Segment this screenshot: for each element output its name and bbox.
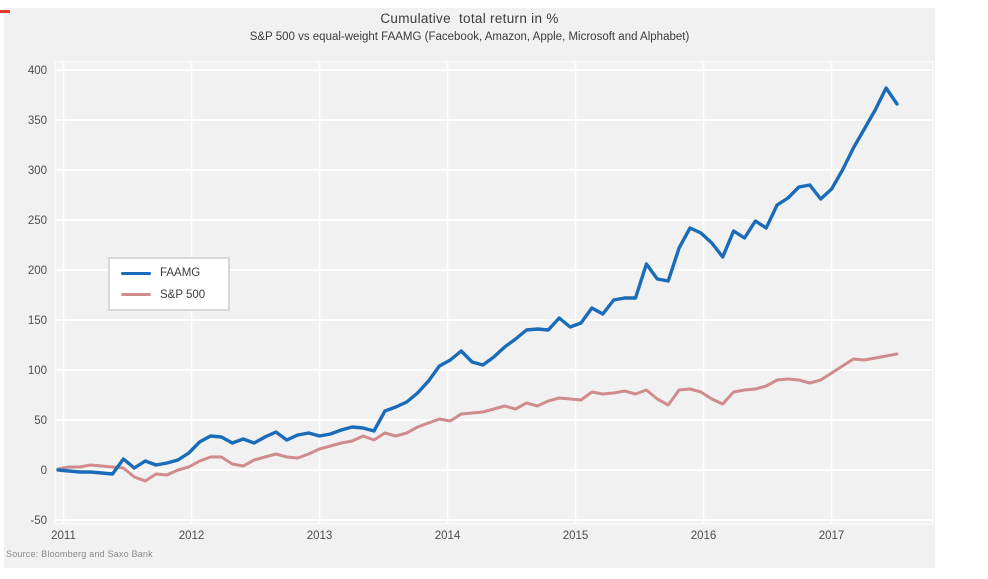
x-tick-label: 2013 bbox=[307, 530, 333, 542]
faamg-line-swatch bbox=[121, 271, 151, 275]
y-tick-label: 400 bbox=[28, 65, 47, 77]
sp500-line-swatch bbox=[121, 293, 151, 297]
x-tick-label: 2014 bbox=[435, 530, 461, 542]
plot-border bbox=[54, 61, 934, 525]
sp500-line bbox=[56, 352, 899, 483]
x-tick-label: 2011 bbox=[51, 530, 76, 542]
y-tick-label: 300 bbox=[28, 165, 47, 177]
y-tick-label: -50 bbox=[30, 515, 47, 527]
chart-title: Cumulative total return in % bbox=[380, 11, 559, 26]
x-tick-label: 2017 bbox=[819, 530, 845, 542]
y-tick-label: 100 bbox=[28, 365, 47, 377]
faamg-line bbox=[56, 86, 899, 476]
y-tick-label: 50 bbox=[34, 415, 47, 427]
y-tick-label: 150 bbox=[28, 315, 47, 327]
y-tick-label: 0 bbox=[41, 465, 47, 477]
legend: FAAMG S&P 500 bbox=[108, 257, 230, 311]
legend-label-sp500: S&P 500 bbox=[160, 288, 206, 301]
y-tick-label: 200 bbox=[28, 265, 47, 277]
y-tick-label: 350 bbox=[28, 115, 47, 127]
x-tick-label: 2016 bbox=[691, 530, 717, 542]
y-tick-label: 250 bbox=[28, 215, 47, 227]
x-tick-label: 2012 bbox=[179, 530, 205, 542]
legend-label-faamg: FAAMG bbox=[160, 267, 201, 280]
legend-item-faamg: FAAMG bbox=[110, 264, 228, 282]
chart-subtitle: S&P 500 vs equal-weight FAAMG (Facebook,… bbox=[249, 31, 690, 43]
x-tick-label: 2015 bbox=[563, 530, 589, 542]
legend-item-sp500: S&P 500 bbox=[110, 286, 228, 304]
source-credit: Source: Bloomberg and Saxo Bank bbox=[6, 549, 153, 559]
red-dash-artifact bbox=[0, 10, 10, 13]
